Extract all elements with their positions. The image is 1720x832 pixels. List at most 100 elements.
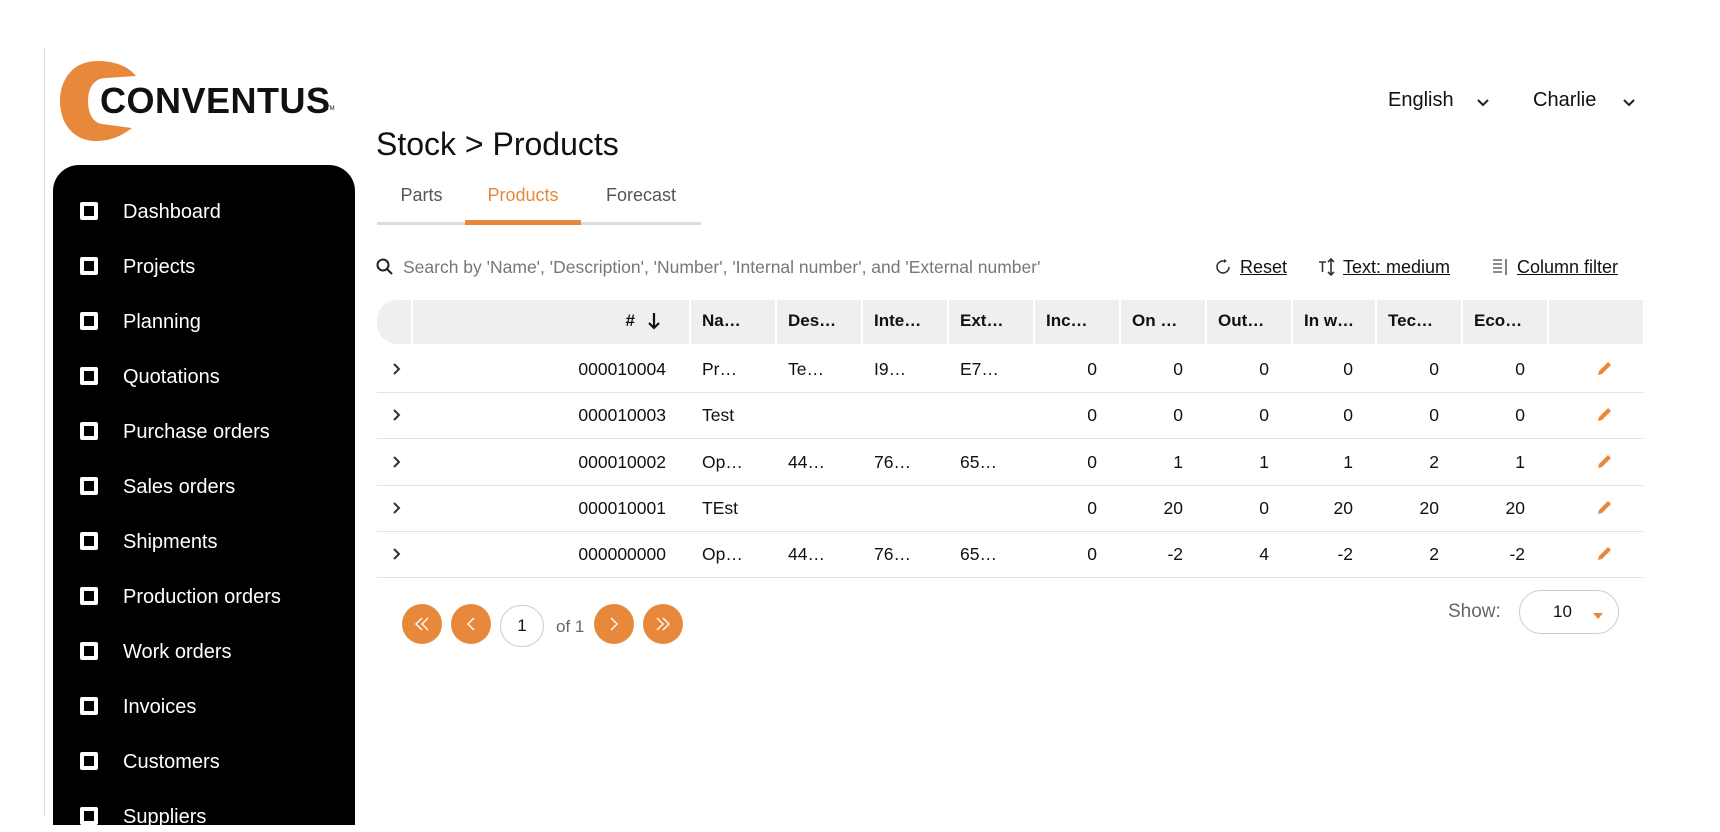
header-divider <box>411 300 413 344</box>
row-expand-svg <box>393 502 401 514</box>
table-cell: 4 <box>1259 544 1269 565</box>
search-input[interactable]: Search by 'Name', 'Description', 'Number… <box>403 257 1041 277</box>
column-header[interactable]: On … <box>1132 311 1178 330</box>
edit-button[interactable] <box>1595 406 1613 429</box>
breadcrumb: Stock > Products <box>376 126 619 162</box>
nav-icon[interactable] <box>80 697 100 722</box>
column-header[interactable]: Na… <box>702 311 741 330</box>
table-cell: 0 <box>1515 359 1525 379</box>
row-expand[interactable] <box>391 547 403 566</box>
column-header[interactable]: Tec… <box>1388 311 1434 330</box>
nav-icon-svg <box>80 587 98 605</box>
nav-item[interactable]: Customers <box>123 751 220 773</box>
nav-item[interactable]: Work orders <box>123 641 232 663</box>
column-header[interactable]: Ext… <box>960 311 1004 330</box>
table-cell: 44… <box>788 451 825 472</box>
nav-icon[interactable] <box>80 752 100 777</box>
column-header[interactable]: Inte… <box>874 311 922 330</box>
table-cell: TEst <box>702 497 738 518</box>
column-header[interactable]: Des… <box>788 311 837 330</box>
reset-link[interactable]: Reset <box>1240 257 1288 277</box>
nav-item[interactable]: Dashboard <box>123 201 221 223</box>
column-header[interactable]: Inc… <box>1046 311 1088 330</box>
column-header[interactable]: In w… <box>1304 311 1355 330</box>
nav-icon-svg <box>80 807 98 825</box>
text-size-icon[interactable] <box>1318 257 1336 281</box>
column-filter-link[interactable]: Column filter <box>1517 257 1619 277</box>
nav-item[interactable]: Projects <box>123 256 196 278</box>
nav-item[interactable]: Invoices <box>123 696 197 718</box>
table-cell: 0 <box>1259 405 1269 426</box>
header-divider <box>1375 300 1377 344</box>
user-menu[interactable]: Charlie <box>1533 89 1597 111</box>
table-cell: 0 <box>1087 359 1097 379</box>
nav-item[interactable]: Production orders <box>123 586 281 608</box>
tab[interactable]: Forecast <box>605 185 677 205</box>
logo-mark <box>60 61 136 141</box>
header-divider <box>1205 300 1207 344</box>
language-select[interactable]: English <box>1388 89 1454 111</box>
last-page-svg <box>643 604 683 644</box>
nav-icon[interactable] <box>80 202 100 227</box>
table-cell: I9… <box>874 359 907 379</box>
last-page[interactable] <box>642 603 684 650</box>
nav-item[interactable]: Purchase orders <box>123 421 270 443</box>
page-of: of 1 <box>556 617 585 636</box>
table-cell: 20 <box>1333 497 1353 518</box>
reset-icon[interactable] <box>1216 259 1232 280</box>
page-size-select[interactable] <box>1519 590 1619 634</box>
first-page[interactable] <box>401 603 443 650</box>
nav-icon[interactable] <box>80 257 100 282</box>
column-filter-icon[interactable] <box>1492 258 1510 281</box>
edit-button-svg <box>1598 454 1611 468</box>
edit-button[interactable] <box>1595 545 1613 568</box>
nav-item[interactable]: Suppliers <box>123 806 207 828</box>
language-chevron[interactable] <box>1476 96 1490 114</box>
row-expand[interactable] <box>391 362 403 381</box>
table-cell: -2 <box>1337 544 1353 565</box>
text-size-icon-svg <box>1319 257 1335 277</box>
table-cell: 0 <box>1173 359 1183 379</box>
nav-icon[interactable] <box>80 312 100 337</box>
nav-icon[interactable] <box>80 807 100 832</box>
nav-icon[interactable] <box>80 477 100 502</box>
user-chevron[interactable] <box>1622 96 1636 114</box>
nav-item[interactable]: Planning <box>123 311 201 333</box>
column-header[interactable]: Out… <box>1218 311 1265 330</box>
column-header[interactable]: Eco… <box>1474 311 1523 330</box>
prev-page[interactable] <box>450 603 492 650</box>
column-header[interactable]: # <box>625 311 635 330</box>
tab[interactable]: Products <box>487 185 559 205</box>
nav-icon[interactable] <box>80 642 100 667</box>
sidebar <box>53 165 355 825</box>
header-divider <box>1033 300 1035 344</box>
row-expand[interactable] <box>391 501 403 520</box>
sort-icon[interactable] <box>647 312 661 335</box>
next-page[interactable] <box>593 603 635 650</box>
nav-icon-svg <box>80 422 98 440</box>
edit-button[interactable] <box>1595 360 1613 383</box>
nav-item[interactable]: Quotations <box>123 366 220 388</box>
table-cell: 0 <box>1343 359 1353 379</box>
table-cell: Pr… <box>702 359 737 379</box>
left-border <box>44 48 45 816</box>
edit-button[interactable] <box>1595 499 1613 522</box>
nav-icon[interactable] <box>80 532 100 557</box>
page-input[interactable]: 1 <box>500 605 544 647</box>
nav-icon-svg <box>80 367 98 385</box>
page-size-caret-svg <box>1593 613 1603 619</box>
edit-button[interactable] <box>1595 453 1613 476</box>
table-cell: 2 <box>1429 451 1439 472</box>
nav-icon[interactable] <box>80 367 100 392</box>
row-expand[interactable] <box>391 408 403 427</box>
row-expand[interactable] <box>391 455 403 474</box>
nav-icon-svg <box>80 312 98 330</box>
nav-item[interactable]: Sales orders <box>123 476 236 498</box>
nav-icon[interactable] <box>80 587 100 612</box>
page-size-caret[interactable] <box>1592 607 1604 625</box>
text-size-link[interactable]: Text: medium <box>1343 257 1451 277</box>
tab[interactable]: Parts <box>400 185 443 205</box>
nav-icon[interactable] <box>80 422 100 447</box>
table-cell: 1 <box>1515 451 1525 472</box>
nav-item[interactable]: Shipments <box>123 531 218 553</box>
